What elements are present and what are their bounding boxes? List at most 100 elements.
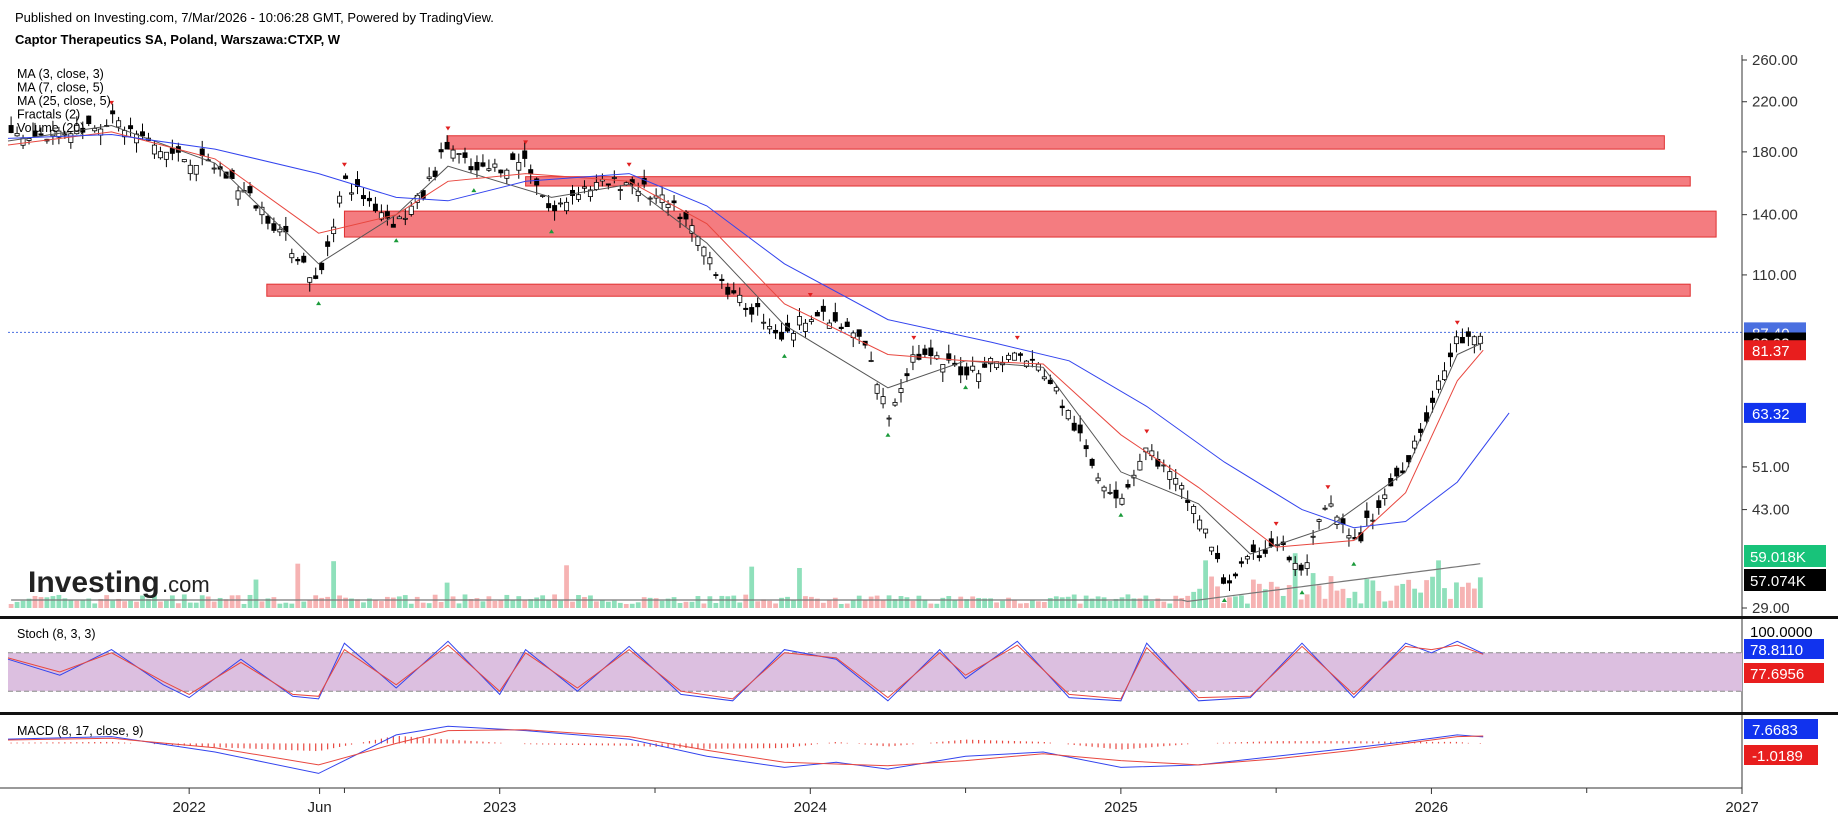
volume-bar bbox=[570, 601, 575, 608]
volume-bar bbox=[504, 594, 510, 608]
volume-bar bbox=[211, 601, 217, 608]
volume-bar bbox=[396, 596, 402, 608]
stoch-label-box bbox=[1744, 663, 1824, 683]
volume-bar bbox=[1322, 598, 1328, 608]
volume-bar bbox=[1191, 591, 1197, 608]
fractal-down-marker bbox=[393, 238, 399, 243]
stoch-label: 100.0000 bbox=[1750, 624, 1813, 641]
candle-body bbox=[1071, 422, 1077, 431]
candle-body bbox=[456, 153, 462, 155]
fractal-down-marker bbox=[963, 385, 969, 390]
volume-bar bbox=[444, 582, 450, 608]
candle-body bbox=[181, 159, 187, 163]
candle-body bbox=[522, 150, 528, 159]
candle-body bbox=[426, 176, 432, 179]
volume-bar bbox=[1280, 595, 1286, 608]
candle-body bbox=[605, 183, 611, 186]
candle-body bbox=[564, 201, 570, 212]
candle-body bbox=[1119, 497, 1125, 505]
fractal-up-marker bbox=[626, 162, 632, 167]
candle-body bbox=[86, 115, 92, 125]
candle-body bbox=[737, 294, 743, 303]
candle-body bbox=[1286, 556, 1292, 561]
volume-bar bbox=[474, 598, 480, 608]
volume-bar bbox=[564, 565, 569, 608]
candle-body bbox=[378, 212, 384, 220]
resistance-zone[interactable] bbox=[266, 283, 1691, 297]
y-tick-label: 220.00 bbox=[1752, 94, 1798, 111]
candle-body bbox=[713, 274, 719, 276]
y-tick-label: 43.00 bbox=[1752, 502, 1790, 519]
candle-body bbox=[319, 262, 325, 271]
x-tick-label: 2026 bbox=[1415, 799, 1448, 816]
volume-bar bbox=[181, 594, 187, 608]
volume-bar bbox=[1298, 599, 1304, 608]
fractal-up-marker bbox=[445, 126, 451, 131]
indicator-legend-item: Fractals (2) bbox=[17, 108, 80, 122]
volume-bar bbox=[38, 597, 44, 608]
candle-body bbox=[235, 190, 241, 200]
volume-bar bbox=[1376, 590, 1382, 608]
candle-body bbox=[928, 347, 934, 357]
candle-body bbox=[223, 171, 229, 179]
candle-body bbox=[32, 130, 38, 137]
candle-body bbox=[480, 162, 486, 167]
volume-bar bbox=[964, 599, 970, 608]
resistance-zone[interactable] bbox=[447, 135, 1665, 150]
volume-bar bbox=[629, 603, 635, 608]
price-label: 63.32 bbox=[1752, 406, 1790, 423]
volume-bar bbox=[1239, 595, 1244, 608]
candle-body bbox=[779, 331, 785, 340]
candle-body bbox=[946, 353, 952, 361]
candle-body bbox=[468, 166, 474, 171]
volume-bar bbox=[874, 595, 880, 608]
candle-body bbox=[128, 125, 134, 130]
volume-bar bbox=[528, 599, 534, 608]
volume-bar bbox=[384, 596, 390, 608]
candle-body bbox=[1203, 528, 1209, 534]
volume-bar bbox=[898, 596, 904, 608]
volume-bar bbox=[928, 603, 934, 608]
volume-bar bbox=[14, 601, 20, 608]
volume-bar bbox=[779, 597, 784, 608]
candle-body bbox=[1442, 370, 1447, 380]
candle-body bbox=[74, 124, 80, 135]
volume-bar bbox=[952, 599, 958, 608]
macd-title: MACD (8, 17, close, 9) bbox=[17, 724, 143, 738]
fractal-up-marker bbox=[1014, 335, 1020, 340]
candle-body bbox=[492, 163, 498, 168]
resistance-zone[interactable] bbox=[343, 210, 1717, 238]
resistance-zone[interactable] bbox=[525, 176, 1691, 187]
candle-body bbox=[970, 365, 976, 371]
candle-body bbox=[1065, 410, 1071, 420]
fractal-up-marker bbox=[807, 292, 813, 297]
candle-body bbox=[922, 348, 928, 355]
candle-body bbox=[892, 402, 898, 406]
volume-bar bbox=[1477, 577, 1483, 608]
candle-body bbox=[743, 307, 749, 310]
volume-bar bbox=[1340, 588, 1346, 608]
candle-body bbox=[1215, 552, 1221, 560]
volume-bar bbox=[1274, 586, 1280, 608]
volume-bar bbox=[916, 595, 922, 608]
volume-bar bbox=[1245, 603, 1250, 608]
volume-bar bbox=[134, 601, 139, 608]
pane-separator bbox=[0, 712, 1838, 715]
fractal-down-marker bbox=[1299, 590, 1305, 595]
volume-bar bbox=[1424, 580, 1429, 608]
volume-bar bbox=[725, 596, 731, 608]
volume-bar bbox=[1161, 601, 1167, 608]
volume-bar bbox=[1024, 603, 1029, 608]
stoch-label: 77.6956 bbox=[1750, 666, 1804, 683]
candle-body bbox=[1376, 500, 1382, 508]
fractal-down-marker bbox=[885, 432, 891, 437]
candle-body bbox=[169, 147, 175, 154]
candle-body bbox=[211, 167, 217, 170]
volume-bar bbox=[1197, 588, 1203, 608]
candle-body bbox=[163, 151, 169, 160]
candle-body bbox=[1047, 379, 1053, 385]
candle-body bbox=[229, 169, 235, 180]
candle-body bbox=[808, 319, 814, 322]
volume-bar bbox=[1107, 600, 1113, 608]
